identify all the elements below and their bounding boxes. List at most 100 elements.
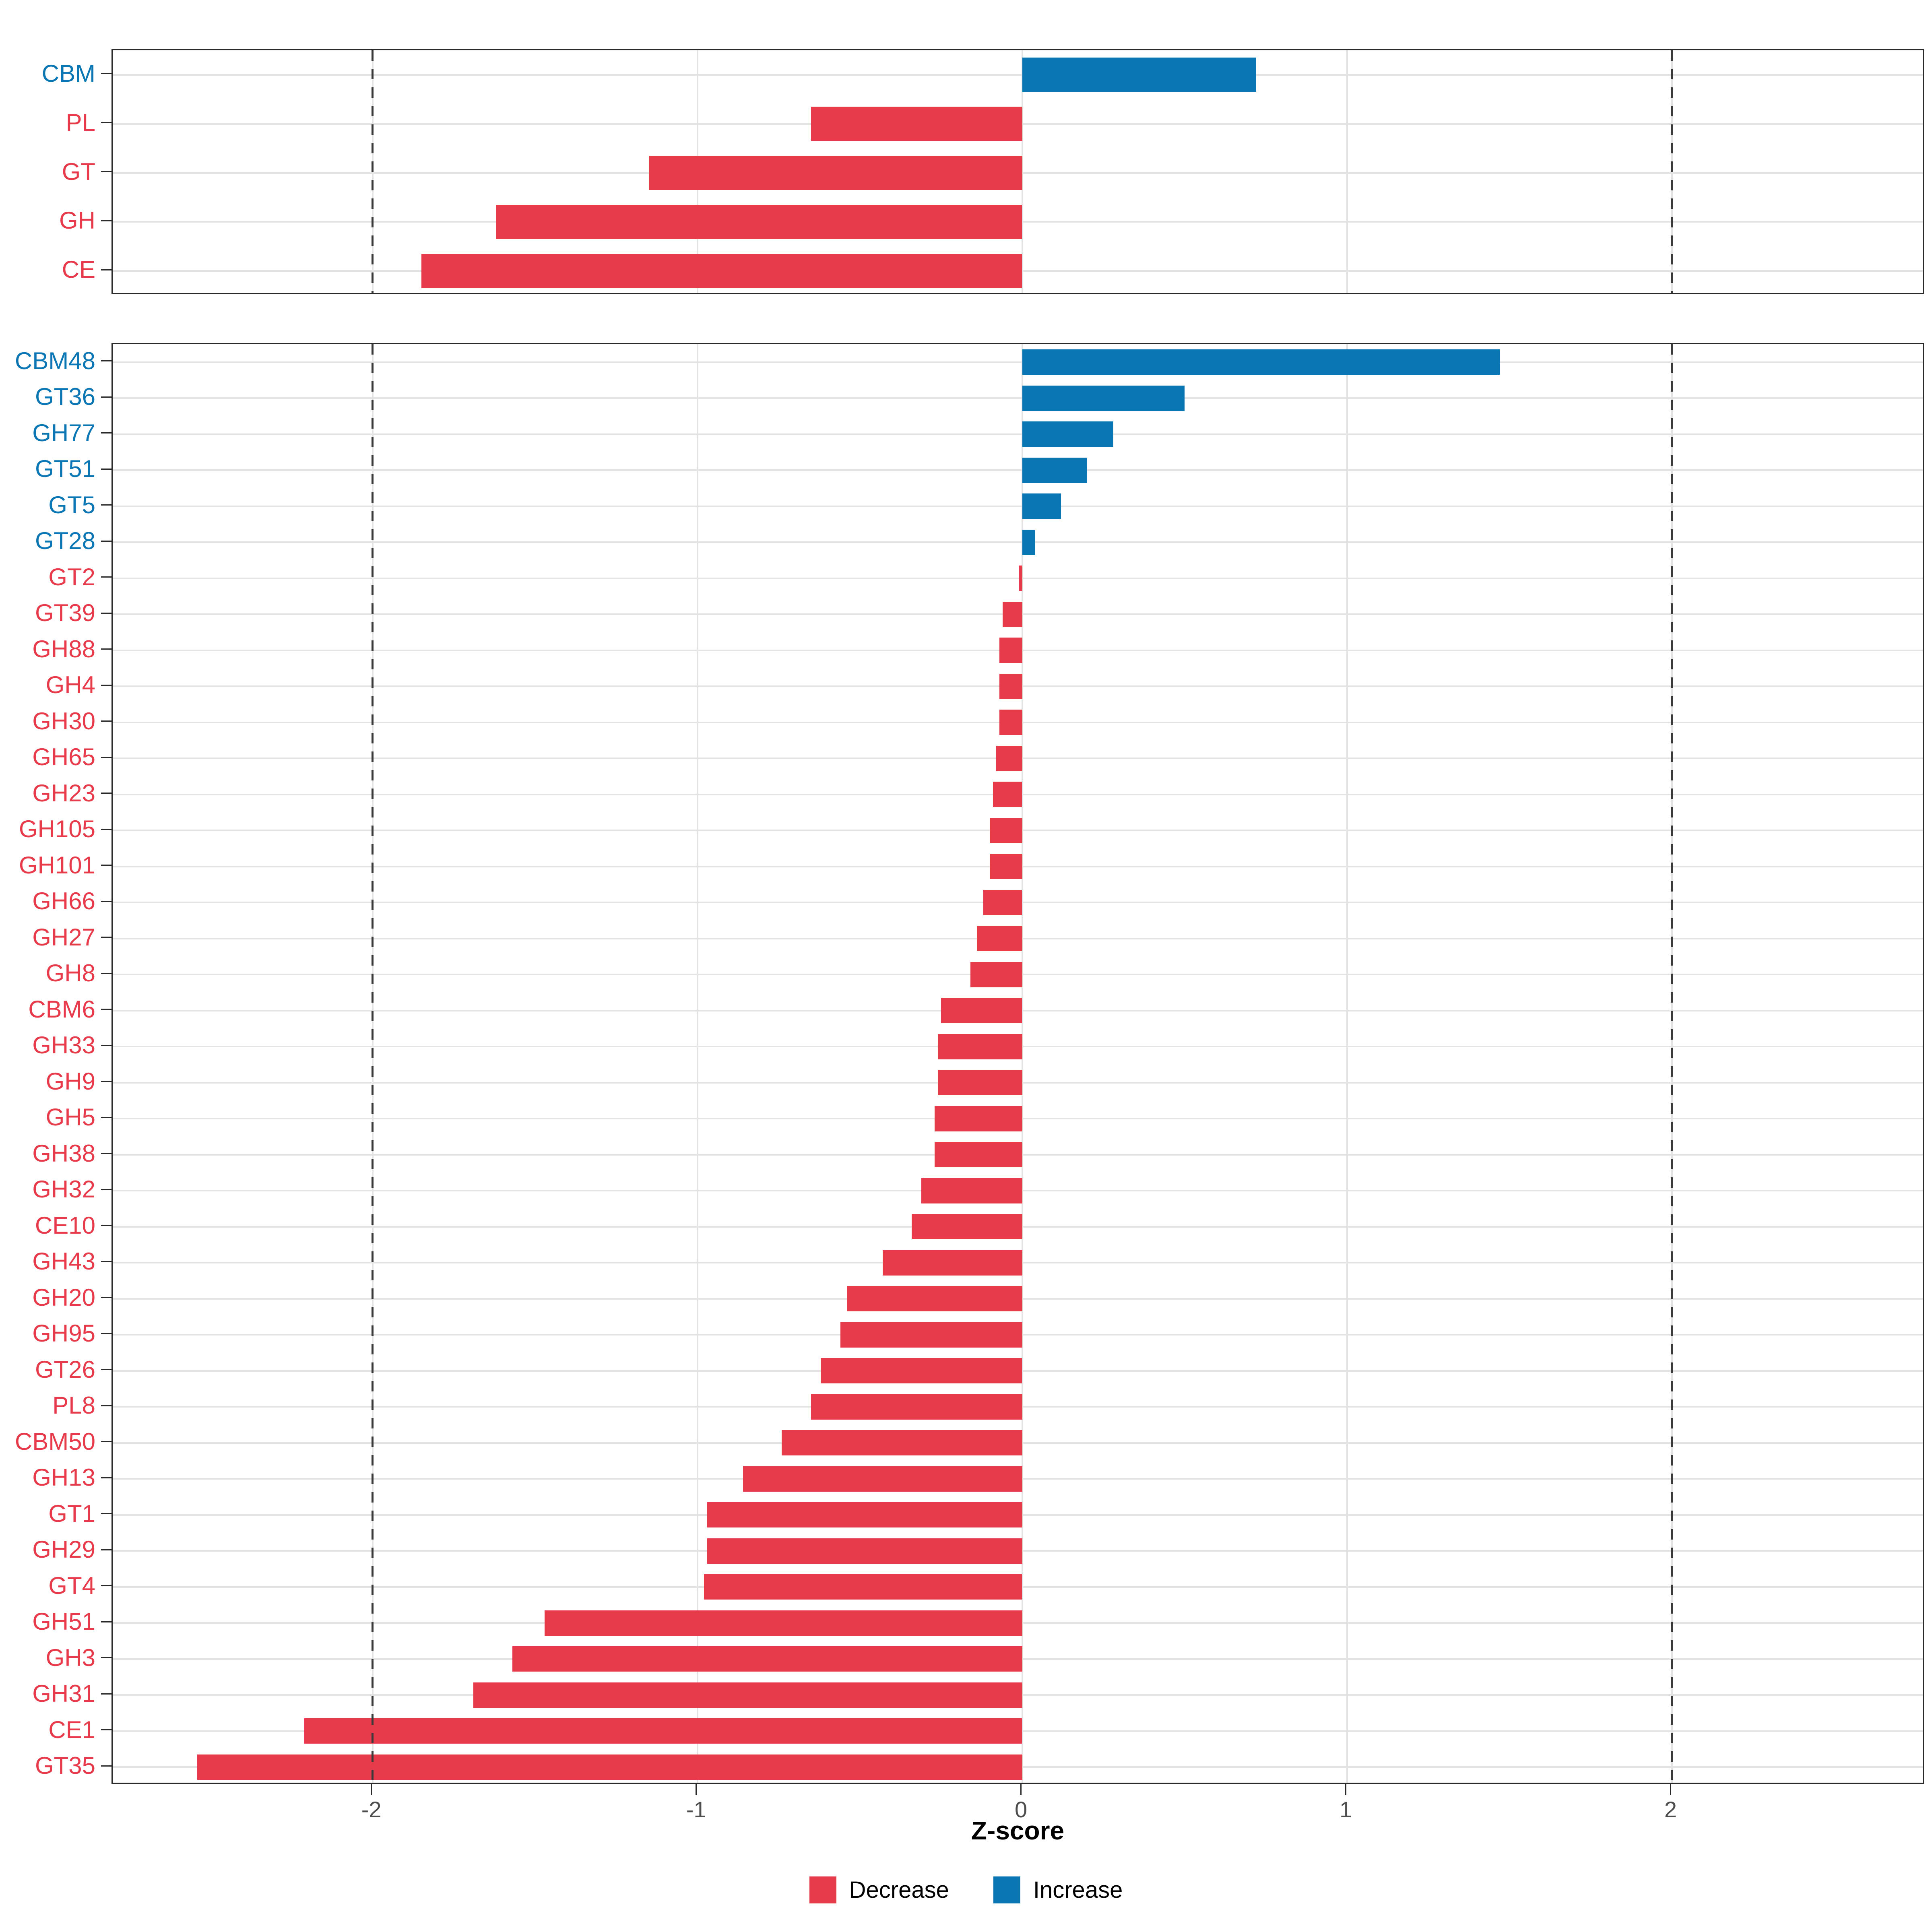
y-axis-label-GH8: GH8: [45, 960, 95, 987]
y-tick: [101, 1585, 111, 1587]
gridline-vertical: [1346, 50, 1348, 293]
bar-GT36: [1022, 385, 1185, 411]
y-tick: [101, 1765, 111, 1767]
y-tick: [101, 122, 111, 124]
y-axis-label-GH32: GH32: [32, 1176, 95, 1203]
legend-item-increase: Increase: [993, 1876, 1123, 1903]
bar-GH51: [545, 1610, 1022, 1636]
y-axis-label-GH31: GH31: [32, 1680, 95, 1707]
gridline-horizontal: [113, 469, 1923, 471]
y-tick: [101, 468, 111, 470]
panel-class-level: [111, 49, 1924, 294]
bar-CBM6: [941, 998, 1022, 1024]
gridline-horizontal: [113, 74, 1923, 76]
y-axis-label-GH: GH: [59, 207, 95, 234]
bar-GH38: [934, 1142, 1022, 1168]
gridline-horizontal: [113, 361, 1923, 363]
y-tick: [101, 1477, 111, 1478]
y-axis-label-GH66: GH66: [32, 888, 95, 915]
y-axis-label-GT26: GT26: [35, 1356, 95, 1383]
y-axis-label-GT51: GT51: [35, 455, 95, 483]
bar-PL: [811, 107, 1022, 141]
bar-GH8: [970, 962, 1022, 987]
bar-GH29: [707, 1538, 1022, 1564]
y-axis-label-CBM48: CBM48: [14, 347, 95, 374]
bar-CE10: [912, 1214, 1022, 1240]
y-axis-label-GH38: GH38: [32, 1139, 95, 1167]
y-tick: [101, 1117, 111, 1118]
y-axis-label-CBM50: CBM50: [14, 1428, 95, 1455]
y-axis-label-GT5: GT5: [48, 491, 95, 518]
bar-GH33: [937, 1034, 1022, 1059]
dashed-reference-line: [372, 50, 374, 293]
y-axis-label-GH29: GH29: [32, 1536, 95, 1563]
bar-GH105: [989, 817, 1022, 843]
legend-key-decrease: [809, 1876, 836, 1903]
y-tick: [101, 900, 111, 902]
gridline-vertical: [1021, 344, 1023, 1783]
y-tick: [101, 1369, 111, 1371]
y-tick: [101, 504, 111, 506]
bar-GH66: [983, 890, 1022, 915]
y-tick: [101, 1729, 111, 1731]
gridline-vertical: [1021, 50, 1023, 293]
y-axis-label-GT4: GT4: [48, 1572, 95, 1599]
legend-label: Increase: [1033, 1876, 1123, 1903]
bar-GH: [496, 204, 1022, 239]
bar-CBM: [1022, 58, 1256, 92]
dashed-reference-line: [1671, 344, 1673, 1783]
bar-CBM48: [1022, 349, 1500, 375]
y-axis-label-GH101: GH101: [19, 851, 95, 879]
y-axis-label-GH77: GH77: [32, 419, 95, 446]
bar-GH65: [996, 745, 1022, 771]
y-axis-label-GT: GT: [62, 158, 95, 185]
legend: Decrease Increase: [0, 1872, 1932, 1908]
y-tick: [101, 396, 111, 398]
x-tick-label: -1: [686, 1797, 706, 1822]
x-tick: [1670, 1784, 1671, 1795]
panel-family-level: [111, 343, 1924, 1784]
bar-GH77: [1022, 421, 1113, 447]
y-tick: [101, 972, 111, 974]
dashed-reference-line: [372, 344, 374, 1783]
bar-GH95: [840, 1322, 1022, 1348]
y-tick: [101, 1153, 111, 1154]
x-axis-title: Z-score: [971, 1816, 1065, 1845]
bar-PL8: [811, 1394, 1022, 1420]
gridline-horizontal: [113, 577, 1923, 579]
bar-GH4: [999, 673, 1022, 699]
y-tick: [101, 1405, 111, 1406]
y-tick: [101, 865, 111, 866]
x-tick-label: 1: [1340, 1797, 1352, 1822]
gridline-vertical: [1346, 344, 1348, 1783]
x-tick: [1345, 1784, 1347, 1795]
gridline-vertical: [696, 344, 698, 1783]
gridline-horizontal: [113, 541, 1923, 543]
y-tick: [101, 1441, 111, 1443]
y-tick: [101, 1549, 111, 1550]
y-axis-label-GT35: GT35: [35, 1752, 95, 1779]
y-axis-label-GT39: GT39: [35, 599, 95, 627]
y-axis-label-CE: CE: [62, 256, 95, 283]
y-tick: [101, 1693, 111, 1695]
y-tick: [101, 648, 111, 650]
bar-GH27: [976, 926, 1022, 952]
y-tick: [101, 1081, 111, 1082]
x-tick: [696, 1784, 697, 1795]
bar-GT: [648, 156, 1022, 190]
bar-GT1: [707, 1502, 1022, 1528]
bar-GH32: [921, 1178, 1022, 1203]
y-axis-label-GH30: GH30: [32, 707, 95, 735]
legend-key-increase: [993, 1876, 1020, 1903]
y-tick: [101, 432, 111, 434]
y-tick: [101, 684, 111, 686]
y-tick: [101, 1297, 111, 1298]
bar-GT39: [1003, 601, 1022, 627]
bar-CE1: [304, 1718, 1022, 1744]
y-axis-label-GT28: GT28: [35, 527, 95, 555]
legend-label: Decrease: [849, 1876, 949, 1903]
y-axis-label-GH88: GH88: [32, 635, 95, 663]
gridline-horizontal: [113, 397, 1923, 399]
y-tick: [101, 828, 111, 830]
gridline-horizontal: [113, 433, 1923, 435]
